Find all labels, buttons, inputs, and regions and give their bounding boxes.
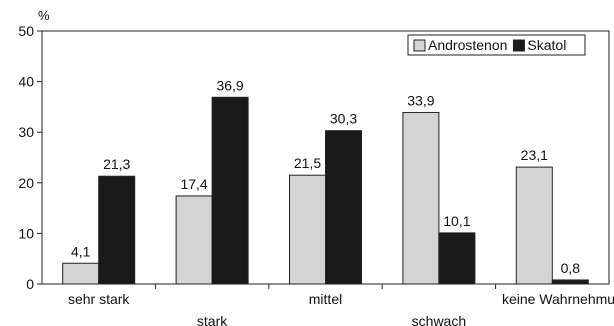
data-label: 4,1 [71,243,91,259]
bar-skatol [438,232,476,285]
y-tick-label: 40 [18,74,34,90]
y-tick-label: 20 [18,175,34,191]
bar-androstenon [515,166,553,285]
y-tick-label: 30 [18,124,34,140]
data-label: 10,1 [443,213,470,229]
data-label: 21,3 [103,156,130,172]
x-tick-label: schwach [412,313,466,326]
x-tick-label: keine Wahrnehmung [502,291,614,307]
bar-androstenon [289,174,326,285]
x-tick-label: stark [197,313,228,326]
y-axis-label: % [38,8,50,23]
legend-swatch-androstenon [413,39,426,52]
bar-androstenon [402,111,440,285]
bars: 4,1 21,3 17,4 36,9 21,5 30,3 33,9 10,1 23,1 0,8 [62,77,589,285]
data-label: 30,3 [330,111,357,127]
y-tick-label: 10 [18,225,34,241]
data-label: 33,9 [407,92,434,108]
legend-label: Skatol [527,37,566,53]
bar-skatol [98,175,136,285]
data-label: 36,9 [216,77,243,93]
legend-box [407,34,586,56]
legend-label: Androstenon [428,37,507,53]
data-label: 0,8 [561,260,581,276]
x-tick-label: sehr stark [68,291,130,307]
y-tick-label: 0 [26,276,34,292]
bar-androstenon [62,262,100,285]
legend-swatch-skatol [512,39,525,52]
bar-androstenon [175,195,213,285]
bar-skatol [325,130,362,285]
data-label: 17,4 [180,176,207,192]
bar-skatol [211,96,249,285]
y-tick-label: 50 [18,23,34,39]
x-tick-label: mittel [309,291,342,307]
data-label: 21,5 [294,155,321,171]
x-axis: sehr stark stark mittel schwach keine Wahrne… [68,284,614,326]
legend: Androstenon Skatol [407,34,586,56]
data-label: 23,1 [521,147,548,163]
bar-skatol [551,279,589,285]
